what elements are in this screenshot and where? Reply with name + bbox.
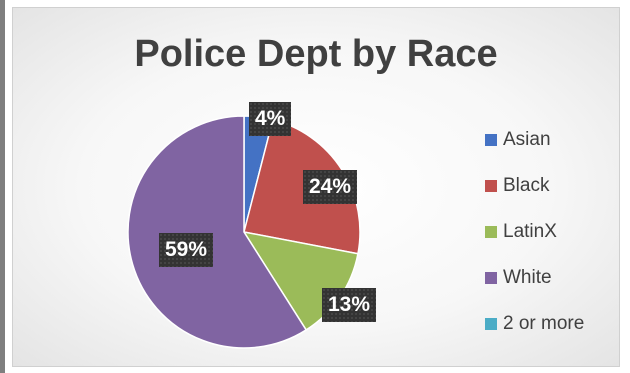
legend-swatch <box>485 272 497 284</box>
legend-swatch <box>485 134 497 146</box>
legend-swatch <box>485 226 497 238</box>
data-label-white: 59% <box>159 233 214 267</box>
legend-swatch <box>485 180 497 192</box>
data-label-latinx: 13% <box>322 288 377 322</box>
window-edge <box>0 0 5 373</box>
pie-slice-white <box>127 115 308 349</box>
legend-swatch <box>485 318 497 330</box>
data-label-asian: 4% <box>249 102 292 136</box>
legend-label: Asian <box>503 129 551 150</box>
legend-label: LatinX <box>503 221 557 242</box>
chart-title: Police Dept by Race <box>134 33 498 75</box>
legend-label: White <box>503 267 552 288</box>
legend-label: Black <box>503 175 550 196</box>
legend-label: 2 or more <box>503 313 585 334</box>
data-label-black: 24% <box>303 170 358 204</box>
